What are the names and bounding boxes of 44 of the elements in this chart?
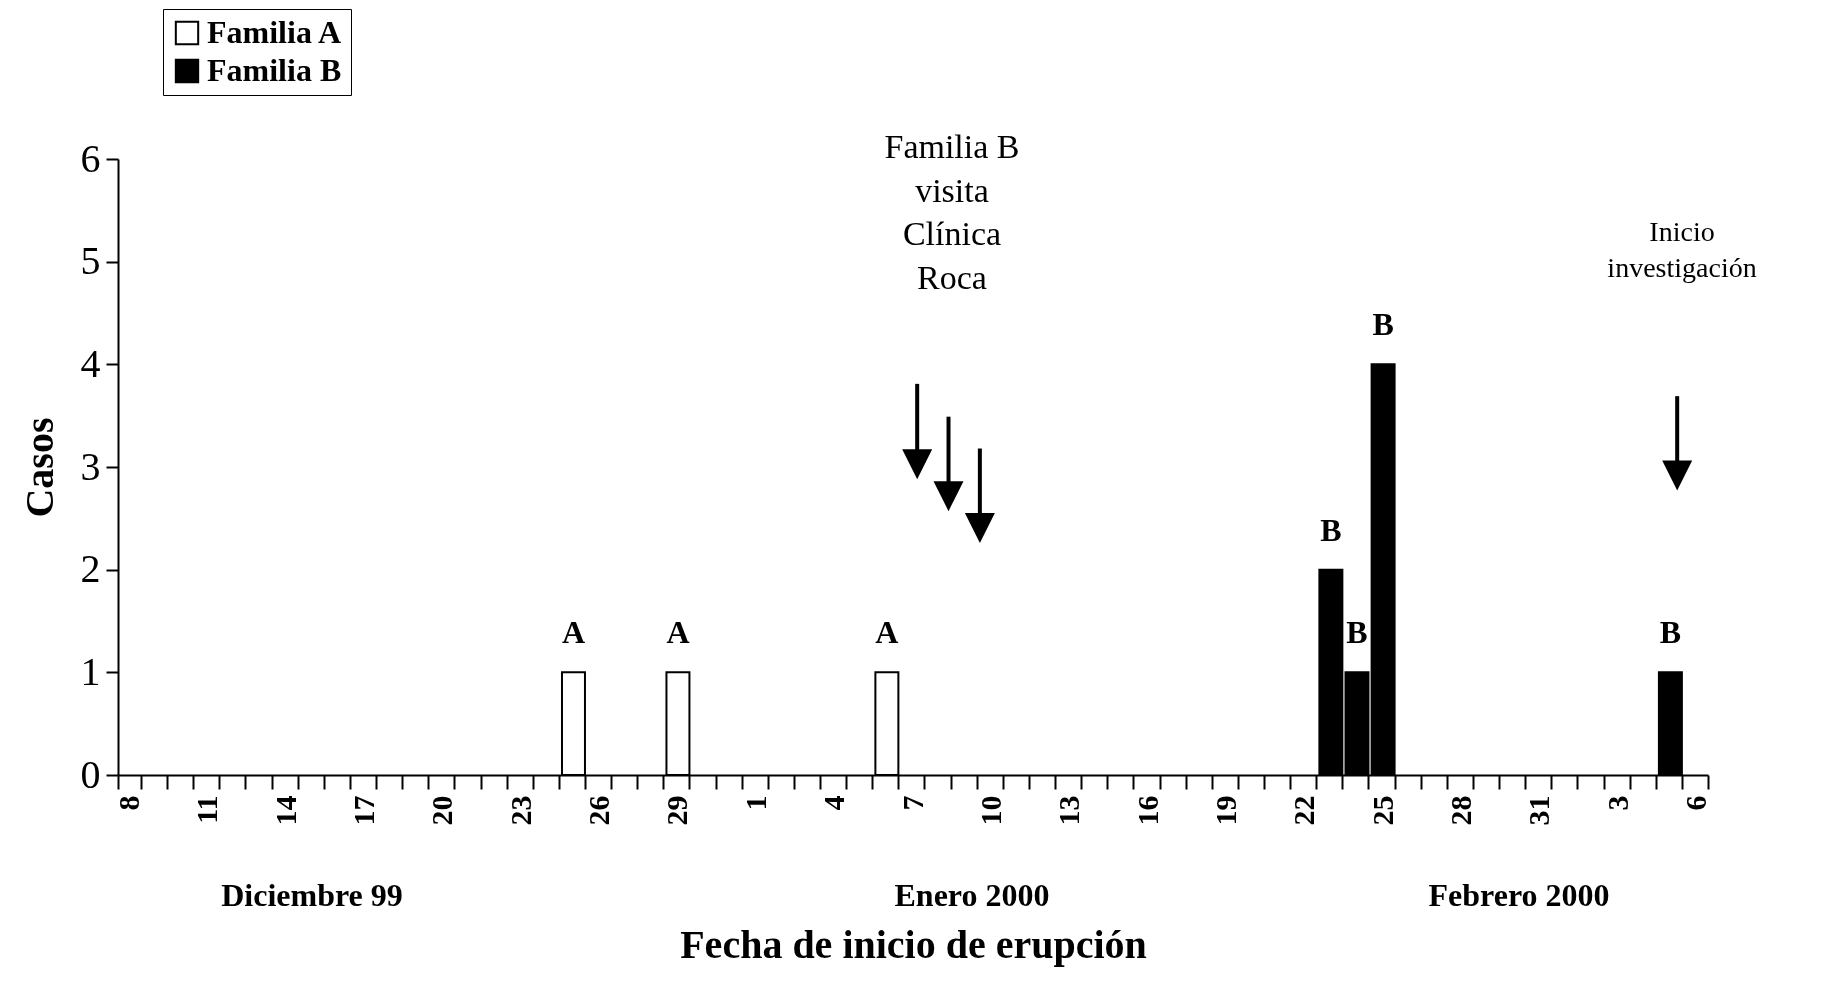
y-tick-label: 1 <box>80 648 101 694</box>
y-axis-title: Casos <box>16 417 62 518</box>
data-label: A <box>666 614 690 651</box>
data-label: B <box>1346 614 1368 651</box>
x-tick-label: 6 <box>1679 795 1713 811</box>
x-tick-label: 26 <box>582 795 616 826</box>
x-tick-label: 31 <box>1522 795 1556 826</box>
x-tick-label: 3 <box>1600 795 1634 811</box>
x-tick-label: 7 <box>895 795 929 811</box>
x-tick-label: 16 <box>1130 795 1164 826</box>
x-tick-label: 22 <box>1287 795 1321 826</box>
y-tick-label: 6 <box>80 135 101 181</box>
legend-label: Familia B <box>207 52 342 88</box>
x-tick-label: 1 <box>738 795 772 811</box>
x-tick-label: 10 <box>973 795 1007 826</box>
x-tick-label: 11 <box>190 795 224 824</box>
y-tick-label: 2 <box>80 546 101 592</box>
x-tick-label: 19 <box>1208 795 1242 826</box>
x-tick-label: 28 <box>1443 795 1477 826</box>
x-tick-label: 14 <box>268 795 302 826</box>
y-tick-label: 3 <box>80 443 101 489</box>
data-label: B <box>1659 614 1682 651</box>
x-tick-label: 17 <box>347 795 381 826</box>
y-tick-label: 4 <box>80 340 101 386</box>
text: Diciembre 99 <box>221 877 403 913</box>
x-tick-label: 25 <box>1365 795 1399 826</box>
legend-label: Familia A <box>207 14 342 50</box>
x-tick-label: 29 <box>660 795 694 826</box>
x-tick-label: 23 <box>503 795 537 826</box>
x-axis-title: Fecha de inicio de erupción <box>680 921 1147 967</box>
x-tick-label: 8 <box>111 795 145 811</box>
x-tick-label: 20 <box>425 795 459 826</box>
x-tick-label: 4 <box>817 795 851 811</box>
data-label: A <box>875 614 899 651</box>
y-tick-label: 0 <box>80 751 101 797</box>
data-label: B <box>1372 306 1394 343</box>
data-label: B <box>1320 511 1342 548</box>
text: Febrero 2000 <box>1428 877 1610 913</box>
text: Enero 2000 <box>894 877 1050 913</box>
annotation: Inicio investigación <box>1607 216 1757 283</box>
x-tick-label: 13 <box>1052 795 1086 826</box>
data-label: A <box>561 614 586 651</box>
annotation: Familia B visita Clínica Roca <box>884 128 1020 296</box>
y-tick-label: 5 <box>80 238 101 284</box>
